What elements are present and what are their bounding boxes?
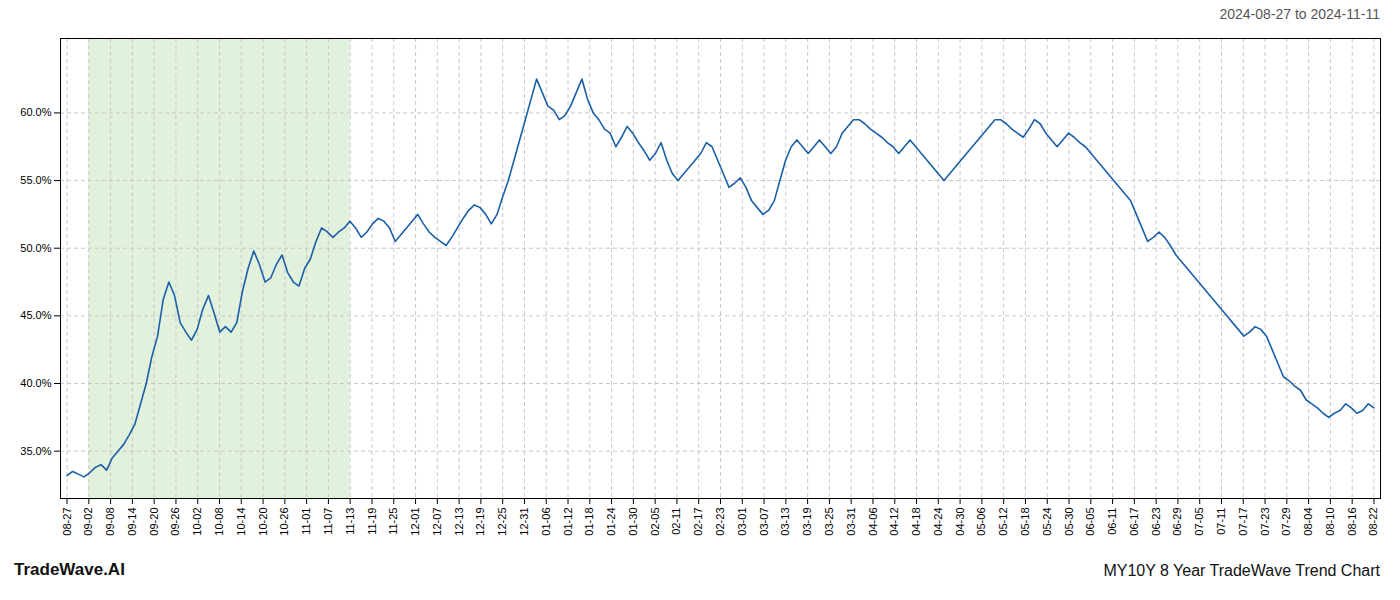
svg-text:09-02: 09-02 bbox=[82, 508, 94, 536]
svg-text:08-16: 08-16 bbox=[1346, 508, 1358, 536]
svg-text:03-19: 03-19 bbox=[801, 508, 813, 536]
svg-text:06-29: 06-29 bbox=[1171, 508, 1183, 536]
svg-text:06-23: 06-23 bbox=[1150, 508, 1162, 536]
svg-text:01-18: 01-18 bbox=[583, 508, 595, 536]
svg-text:03-31: 03-31 bbox=[845, 508, 857, 536]
svg-text:06-05: 06-05 bbox=[1084, 508, 1096, 536]
svg-text:06-17: 06-17 bbox=[1128, 508, 1140, 536]
svg-text:09-14: 09-14 bbox=[126, 508, 138, 536]
svg-text:35.0%: 35.0% bbox=[20, 445, 51, 457]
svg-text:02-23: 02-23 bbox=[714, 508, 726, 536]
html-text:2024-08-27 to 2024-11-11: 2024-08-27 to 2024-11-11 bbox=[1219, 6, 1380, 22]
svg-text:05-30: 05-30 bbox=[1063, 508, 1075, 536]
svg-text:08-10: 08-10 bbox=[1324, 508, 1336, 536]
svg-text:10-26: 10-26 bbox=[278, 508, 290, 536]
svg-text:12-31: 12-31 bbox=[518, 508, 530, 536]
svg-text:08-04: 08-04 bbox=[1302, 508, 1314, 536]
svg-text:12-13: 12-13 bbox=[453, 508, 465, 536]
svg-text:03-07: 03-07 bbox=[758, 508, 770, 536]
svg-text:12-25: 12-25 bbox=[496, 508, 508, 536]
svg-text:11-13: 11-13 bbox=[344, 508, 356, 535]
svg-text:09-08: 09-08 bbox=[104, 508, 116, 536]
svg-text:07-23: 07-23 bbox=[1259, 508, 1271, 536]
svg-text:12-07: 12-07 bbox=[431, 508, 443, 536]
svg-text:09-20: 09-20 bbox=[148, 508, 160, 536]
svg-text:03-25: 03-25 bbox=[823, 508, 835, 536]
svg-text:04-18: 04-18 bbox=[910, 508, 922, 536]
svg-text:05-18: 05-18 bbox=[1019, 508, 1031, 536]
svg-text:08-22: 08-22 bbox=[1367, 508, 1379, 536]
svg-text:05-24: 05-24 bbox=[1041, 508, 1053, 536]
svg-text:01-24: 01-24 bbox=[605, 508, 617, 536]
svg-text:10-14: 10-14 bbox=[235, 508, 247, 536]
svg-text:04-30: 04-30 bbox=[954, 508, 966, 536]
svg-text:09-26: 09-26 bbox=[169, 508, 181, 536]
svg-text:45.0%: 45.0% bbox=[20, 309, 51, 321]
svg-text:02-11: 02-11 bbox=[670, 508, 682, 535]
svg-text:50.0%: 50.0% bbox=[20, 242, 51, 254]
svg-text:12-01: 12-01 bbox=[409, 508, 421, 536]
svg-text:04-12: 04-12 bbox=[888, 508, 900, 536]
svg-text:07-05: 07-05 bbox=[1193, 508, 1205, 536]
svg-text:04-24: 04-24 bbox=[932, 508, 944, 536]
svg-text:03-01: 03-01 bbox=[736, 508, 748, 536]
svg-text:05-06: 05-06 bbox=[975, 508, 987, 536]
svg-text:04-06: 04-06 bbox=[866, 508, 878, 536]
svg-text:06-11: 06-11 bbox=[1106, 508, 1118, 535]
svg-text:08-27: 08-27 bbox=[61, 508, 73, 536]
svg-text:07-29: 07-29 bbox=[1280, 508, 1292, 536]
svg-text:12-19: 12-19 bbox=[474, 508, 486, 536]
svg-text:01-06: 01-06 bbox=[540, 508, 552, 536]
svg-text:10-08: 10-08 bbox=[213, 508, 225, 536]
svg-text:11-19: 11-19 bbox=[366, 508, 378, 535]
svg-text:02-05: 02-05 bbox=[649, 508, 661, 536]
svg-text:01-30: 01-30 bbox=[627, 508, 639, 536]
svg-text:10-02: 10-02 bbox=[191, 508, 203, 536]
svg-text:02-17: 02-17 bbox=[692, 508, 704, 536]
svg-text:11-01: 11-01 bbox=[300, 508, 312, 535]
svg-text:03-13: 03-13 bbox=[779, 508, 791, 536]
svg-text:05-12: 05-12 bbox=[997, 508, 1009, 536]
svg-text:10-20: 10-20 bbox=[257, 508, 269, 536]
svg-text:07-17: 07-17 bbox=[1237, 508, 1249, 536]
svg-text:01-12: 01-12 bbox=[562, 508, 574, 536]
html-text:TradeWave.AI: TradeWave.AI bbox=[14, 560, 125, 579]
svg-text:07-11: 07-11 bbox=[1215, 508, 1227, 535]
svg-text:60.0%: 60.0% bbox=[20, 106, 51, 118]
svg-text:55.0%: 55.0% bbox=[20, 174, 51, 186]
svg-text:40.0%: 40.0% bbox=[20, 377, 51, 389]
svg-text:11-25: 11-25 bbox=[387, 508, 399, 535]
svg-text:11-07: 11-07 bbox=[322, 508, 334, 535]
html-text:MY10Y 8 Year TradeWave Trend C: MY10Y 8 Year TradeWave Trend Chart bbox=[1103, 562, 1380, 579]
